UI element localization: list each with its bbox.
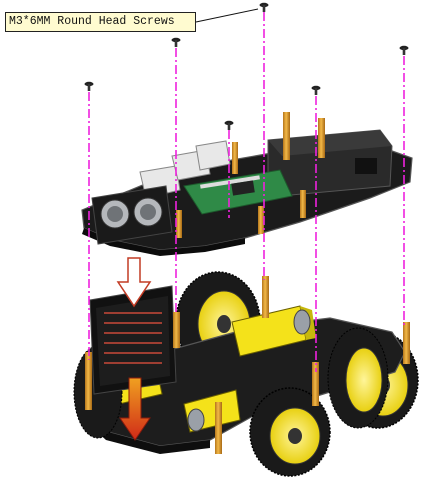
controller-board — [139, 140, 293, 215]
upper-standoffs — [176, 112, 325, 238]
ultrasonic-sensor — [91, 185, 173, 245]
screw-callout-label: M3*6MM Round Head Screws — [5, 12, 196, 32]
down-arrow-filled-icon — [119, 377, 151, 441]
lower-standoffs — [85, 276, 410, 454]
guide-lines — [88, 12, 405, 372]
screw-icon — [259, 2, 269, 12]
screw-icon — [399, 45, 409, 55]
bottom-chassis-group — [73, 271, 419, 477]
wheel-front-right — [249, 387, 331, 477]
battery-box — [267, 129, 393, 197]
wheel-right-side — [327, 327, 389, 429]
callout-leader — [195, 8, 259, 23]
screw-icon — [171, 37, 181, 47]
screw-icon — [311, 85, 321, 95]
screws — [84, 2, 409, 130]
down-arrow-hollow-icon — [116, 257, 152, 308]
screw-icon — [84, 81, 94, 91]
motor-front-right — [183, 389, 241, 433]
screw-icon — [224, 120, 234, 130]
motor-rear — [231, 305, 316, 357]
led-matrix-panel — [89, 285, 177, 395]
top-chassis-group — [81, 112, 413, 308]
